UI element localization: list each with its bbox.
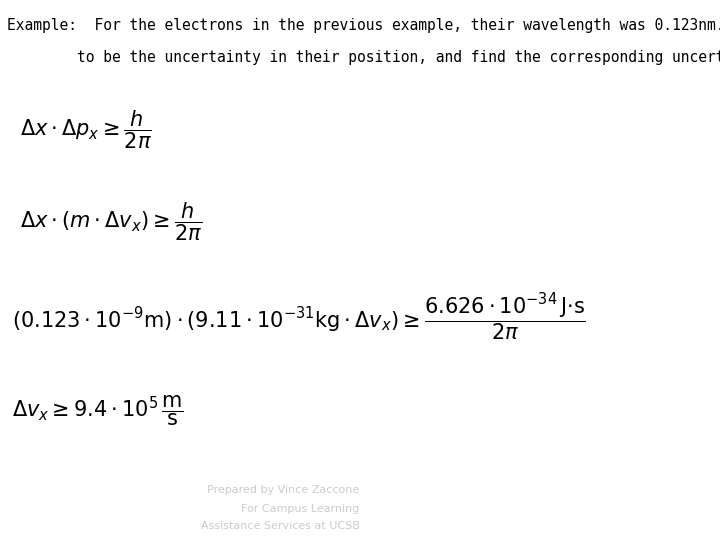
Text: $(0.123 \cdot 10^{-9}\mathrm{m}) \cdot (9.11 \cdot 10^{-31}\mathrm{kg} \cdot \De: $(0.123 \cdot 10^{-9}\mathrm{m}) \cdot (… — [12, 292, 586, 343]
Text: $\Delta x \cdot (m \cdot \Delta v_x) \geq \dfrac{h}{2\pi}$: $\Delta x \cdot (m \cdot \Delta v_x) \ge… — [19, 200, 202, 242]
Text: $\Delta x \cdot \Delta p_x \geq \dfrac{h}{2\pi}$: $\Delta x \cdot \Delta p_x \geq \dfrac{h… — [19, 109, 152, 151]
Text: to be the uncertainty in their position, and find the corresponding uncertainty : to be the uncertainty in their position,… — [7, 50, 720, 65]
Text: Example:  For the electrons in the previous example, their wavelength was 0.123n: Example: For the electrons in the previo… — [7, 17, 720, 32]
Text: $\Delta v_x \geq 9.4 \cdot 10^5 \, \dfrac{\mathrm{m}}{\mathrm{s}}$: $\Delta v_x \geq 9.4 \cdot 10^5 \, \dfra… — [12, 394, 184, 428]
Text: For Campus Learning: For Campus Learning — [241, 504, 360, 514]
Text: Assistance Services at UCSB: Assistance Services at UCSB — [201, 522, 360, 531]
Text: Prepared by Vince Zaccone: Prepared by Vince Zaccone — [207, 485, 360, 495]
